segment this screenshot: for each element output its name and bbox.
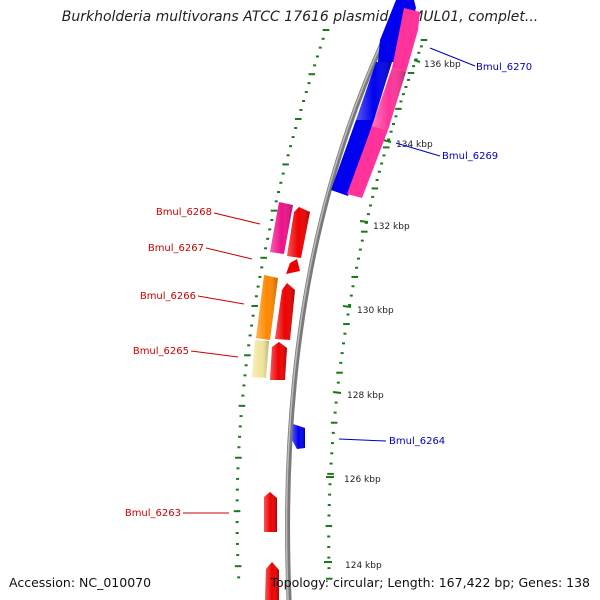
label-bmul-6264[interactable]: Bmul_6264 [389,436,445,447]
accession-text: Accession: NC_010070 [9,575,152,590]
scale-label-136: 136 kbp [424,60,461,70]
scale-labels: 136 kbp 134 kbp 132 kbp 130 kbp 128 kbp … [324,59,461,571]
label-bmul-6265[interactable]: Bmul_6265 [133,346,189,357]
scale-label-134: 134 kbp [396,140,433,150]
label-bmul-6266[interactable]: Bmul_6266 [140,291,196,302]
gene-labels: Bmul_6270 Bmul_6269 Bmul_6268 Bmul_6267 … [125,47,532,519]
scale-label-128: 128 kbp [347,391,384,401]
plasmid-backbone [285,0,406,600]
inner-tick-ring [233,29,330,579]
gene-bottom-arrow[interactable] [265,562,279,600]
label-bmul-6269[interactable]: Bmul_6269 [442,151,498,162]
label-bmul-6263[interactable]: Bmul_6263 [125,508,181,519]
gene-bmul-6267-arrow[interactable] [286,207,310,274]
scale-label-126: 126 kbp [344,475,381,485]
gene-bmul-6269-arrow[interactable] [347,8,420,198]
topology-text: Topology: circular; Length: 167,422 bp; … [270,575,591,590]
label-bmul-6268[interactable]: Bmul_6268 [156,207,212,218]
scale-label-130: 130 kbp [357,306,394,316]
gene-bmul-6263-arrow[interactable] [264,492,277,532]
gene-bmul-6268-arrow[interactable] [270,202,293,254]
gene-bmul-6264-arrow[interactable] [292,424,305,449]
gene-bmul-6266-arrow[interactable] [256,275,295,340]
scale-label-132: 132 kbp [373,222,410,232]
label-bmul-6270[interactable]: Bmul_6270 [476,62,532,73]
label-bmul-6267[interactable]: Bmul_6267 [148,243,204,254]
gene-bmul-6265-arrow[interactable] [252,340,287,380]
plasmid-backbone-highlight [285,0,403,600]
scale-label-124: 124 kbp [345,561,382,571]
